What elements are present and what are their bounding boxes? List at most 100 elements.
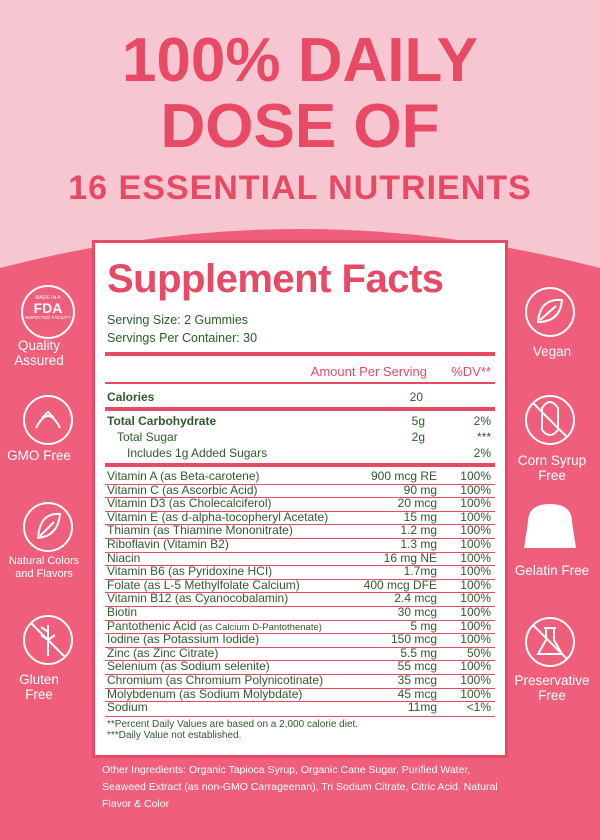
dv: <1% bbox=[466, 700, 491, 715]
rule bbox=[105, 578, 495, 580]
amount-header: Amount Per Serving bbox=[310, 364, 427, 379]
nutrient-name: Sodium bbox=[107, 700, 148, 715]
nutrient-name: Pantothenic Acid (as Calcium D-Pantothena… bbox=[107, 619, 322, 635]
amount: 1.3 mg bbox=[400, 537, 437, 551]
nutrient-name: Vitamin B12 (as Cyanocobalamin) bbox=[107, 592, 288, 606]
nutrient-name: Biotin bbox=[107, 605, 137, 620]
name: Zinc (as Zinc Citrate) bbox=[107, 645, 219, 660]
name: Sodium bbox=[107, 700, 148, 715]
rule bbox=[105, 606, 495, 607]
rule bbox=[105, 463, 495, 467]
rule bbox=[105, 483, 495, 485]
badge-label: Vegan bbox=[532, 344, 572, 359]
amount: 1.7mg bbox=[403, 564, 437, 579]
nutrient-name: Iodine (as Potassium Iodide) bbox=[107, 632, 259, 647]
rule bbox=[105, 352, 495, 356]
nutrient-name: Vitamin E (as d-alpha-tocopheryl Acetate… bbox=[107, 509, 329, 525]
amount: 11mg bbox=[407, 700, 437, 715]
amount: 400 mcg DFE bbox=[363, 577, 437, 592]
rule bbox=[105, 660, 495, 662]
nutrient-name: Riboflavin (Vitamin B2) bbox=[107, 537, 229, 552]
nutrient-name: Molybdenum (as Sodium Molybdate) bbox=[107, 686, 303, 702]
nutrient-row: Vitamin B6 (as Pyridoxine HCI) 1.7mg 100% bbox=[107, 564, 495, 579]
macro-row: Includes 1g Added Sugars 2% bbox=[107, 446, 495, 461]
amount: 15 mg bbox=[403, 509, 437, 524]
nutrient-name: Zinc (as Zinc Citrate) bbox=[107, 645, 219, 661]
rule bbox=[105, 646, 495, 648]
dv: 2% bbox=[473, 414, 491, 428]
label: Includes 1g Added Sugars bbox=[127, 446, 268, 460]
nutrient-name: Niacin bbox=[107, 550, 141, 566]
dv: 100% bbox=[460, 550, 491, 565]
name: Molybdenum (as Sodium Molybdate) bbox=[107, 686, 303, 701]
dv: 100% bbox=[460, 591, 491, 606]
rule bbox=[105, 687, 495, 689]
amount: 150 mcg bbox=[390, 632, 437, 647]
name: Vitamin E (as d-alpha-tocopheryl Acetate… bbox=[107, 509, 329, 524]
macro-row: Total Carbohydrate 5g 2% bbox=[107, 414, 495, 429]
nutrient-row: Chromium (as Chromium Polynicotinate) 35 … bbox=[107, 673, 495, 688]
dv: 100% bbox=[460, 496, 491, 511]
amount: 55 mcg bbox=[397, 659, 437, 674]
nutrient-name: Thiamin (as Thiamine Mononitrate) bbox=[107, 524, 293, 538]
dv: 100% bbox=[460, 605, 491, 619]
name: Vitamin D3 (as Cholecalciferol) bbox=[107, 496, 272, 511]
label: Calories bbox=[107, 390, 155, 404]
dv: 100% bbox=[460, 469, 491, 483]
note: (as Calcium D-Pantothenate) bbox=[199, 621, 322, 633]
fda-badge: MADE IN A FDA INSPECTED FACILITY bbox=[22, 295, 74, 320]
dv: 100% bbox=[460, 523, 491, 538]
dv: 100% bbox=[460, 659, 491, 674]
rule bbox=[105, 524, 495, 526]
facts-title: Supplement Facts bbox=[107, 257, 444, 301]
nutrient-name: Vitamin D3 (as Cholecalciferol) bbox=[107, 496, 272, 511]
badge-label: Natural Colors and Flavors bbox=[8, 555, 80, 580]
amount: 5.5 mg bbox=[400, 645, 437, 660]
nutrient-row: Selenium (as Sodium selenite) 55 mcg 100% bbox=[107, 660, 495, 674]
macro-row: Total Sugar 2g *** bbox=[107, 430, 495, 445]
rule bbox=[105, 592, 495, 594]
headline: 16 ESSENTIAL NUTRIENTS bbox=[68, 169, 532, 207]
nutrient-row: Zinc (as Zinc Citrate) 5.5 mg 50% bbox=[107, 645, 495, 661]
rule bbox=[105, 565, 495, 566]
headline: 100% DAILY bbox=[121, 26, 479, 95]
nutrient-name: Vitamin C (as Ascorbic Acid) bbox=[107, 482, 258, 498]
dv: 2% bbox=[473, 446, 491, 460]
footnote: ***Daily Value not established. bbox=[107, 729, 242, 741]
nutrient-row: Vitamin D3 (as Cholecalciferol) 20 mcg 100… bbox=[107, 496, 495, 511]
amount: 5g bbox=[411, 414, 425, 428]
rule bbox=[105, 382, 495, 384]
dv: 50% bbox=[466, 645, 491, 660]
rule bbox=[105, 497, 495, 498]
badge-label: Gelatin Free bbox=[514, 563, 590, 578]
name: Vitamin C (as Ascorbic Acid) bbox=[107, 482, 258, 497]
nutrient-row: Thiamin (as Thiamine Mononitrate) 1.2 mg 1… bbox=[107, 524, 495, 538]
amount: 5 mg bbox=[410, 618, 437, 633]
nutrient-row: Sodium 11mg <1% bbox=[107, 700, 495, 715]
nutrient-row: Pantothenic Acid (as Calcium D-Pantothena… bbox=[107, 618, 495, 635]
rule bbox=[105, 551, 495, 553]
label: Total Sugar bbox=[117, 430, 178, 444]
amount: 90 mg bbox=[403, 482, 437, 497]
name: Niacin bbox=[107, 550, 141, 565]
amount: 900 mcg RE bbox=[370, 469, 437, 483]
nutrient-row: Folate (as L-5 Methylfolate Calcium) 400 … bbox=[107, 577, 495, 593]
badge-text: MADE IN A bbox=[35, 295, 61, 301]
dv: 100% bbox=[460, 577, 491, 592]
nutrient-row: Vitamin C (as Ascorbic Acid) 90 mg 100% bbox=[107, 482, 495, 498]
supplement-facts: Supplement Facts Serving Size: 2 Gummies… bbox=[92, 240, 508, 758]
dv: 100% bbox=[460, 509, 491, 524]
nutrient-row: Vitamin B12 (as Cyanocobalamin) 2.4 mcg 10… bbox=[107, 592, 495, 606]
name: Riboflavin (Vitamin B2) bbox=[107, 537, 229, 551]
badge-label: Corn Syrup Free bbox=[517, 453, 587, 483]
nutrient-row: Biotin 30 mcg 100% bbox=[107, 605, 495, 620]
nutrient-row: Niacin 16 mg NE 100% bbox=[107, 550, 495, 566]
rule bbox=[105, 633, 495, 634]
amount: 1.2 mg bbox=[400, 523, 437, 538]
nutrient-name: Selenium (as Sodium selenite) bbox=[107, 660, 270, 674]
badge-label: Quality Assured bbox=[14, 338, 64, 368]
fda-icon bbox=[21, 285, 75, 339]
nutrient-name: Folate (as L-5 Methylfolate Calcium) bbox=[107, 578, 300, 593]
amount: 20 bbox=[409, 390, 423, 404]
badge-text: INSPECTED FACILITY bbox=[24, 315, 72, 320]
